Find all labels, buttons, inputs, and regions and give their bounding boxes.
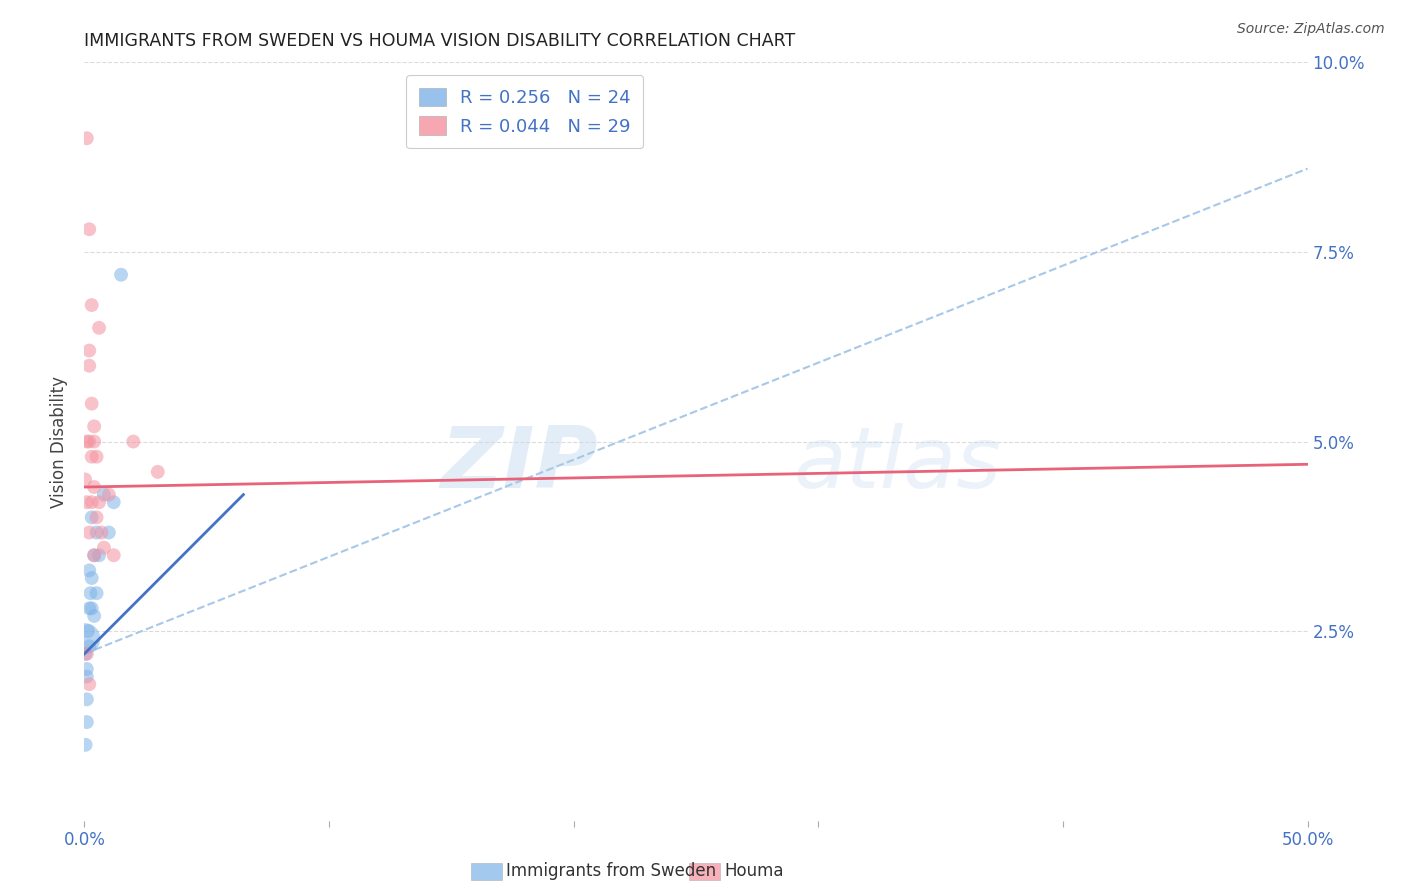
Point	[86, 510, 108, 524]
Text: Source: ZipAtlas.com: Source: ZipAtlas.com	[1237, 22, 1385, 37]
Point	[77, 525, 100, 540]
Point	[97, 525, 120, 540]
Point	[80, 571, 103, 585]
Point	[86, 525, 108, 540]
Point	[93, 541, 115, 555]
Point	[110, 268, 132, 282]
Point	[97, 488, 120, 502]
Point	[103, 495, 125, 509]
Point	[75, 647, 97, 661]
Point	[77, 601, 100, 615]
Point	[76, 495, 98, 509]
Point	[77, 639, 100, 653]
Point	[103, 548, 125, 563]
Point	[80, 601, 103, 615]
Point	[86, 586, 108, 600]
Point	[83, 609, 105, 624]
Point	[83, 548, 105, 563]
Point	[77, 434, 100, 449]
Point	[87, 495, 110, 509]
Point	[76, 434, 98, 449]
Point	[80, 450, 103, 464]
Point	[77, 222, 100, 236]
Text: Immigrants from Sweden: Immigrants from Sweden	[506, 863, 716, 880]
Point	[93, 488, 115, 502]
Y-axis label: Vision Disability: Vision Disability	[51, 376, 69, 508]
Point	[76, 647, 98, 661]
Text: Houma: Houma	[724, 863, 783, 880]
Point	[77, 624, 100, 639]
Point	[80, 510, 103, 524]
Point	[90, 525, 112, 540]
Point	[76, 692, 98, 706]
Point	[75, 738, 97, 752]
Point	[76, 131, 98, 145]
Text: atlas: atlas	[794, 423, 1002, 506]
Point	[77, 677, 100, 691]
Point	[122, 434, 145, 449]
Point	[80, 396, 103, 410]
Legend: R = 0.256   N = 24, R = 0.044   N = 29: R = 0.256 N = 24, R = 0.044 N = 29	[406, 75, 644, 148]
Point	[83, 480, 105, 494]
Point	[73, 632, 96, 646]
Point	[76, 662, 98, 676]
Point	[83, 419, 105, 434]
Point	[87, 548, 110, 563]
Point	[79, 586, 101, 600]
Point	[83, 434, 105, 449]
Point	[77, 359, 100, 373]
Point	[80, 298, 103, 312]
Point	[80, 495, 103, 509]
Point	[76, 669, 98, 684]
Point	[75, 473, 97, 487]
Point	[76, 715, 98, 730]
Point	[87, 320, 110, 334]
Point	[146, 465, 169, 479]
Point	[77, 343, 100, 358]
Text: ZIP: ZIP	[440, 423, 598, 506]
Point	[86, 450, 108, 464]
Point	[83, 548, 105, 563]
Point	[77, 564, 100, 578]
Text: IMMIGRANTS FROM SWEDEN VS HOUMA VISION DISABILITY CORRELATION CHART: IMMIGRANTS FROM SWEDEN VS HOUMA VISION D…	[84, 32, 796, 50]
